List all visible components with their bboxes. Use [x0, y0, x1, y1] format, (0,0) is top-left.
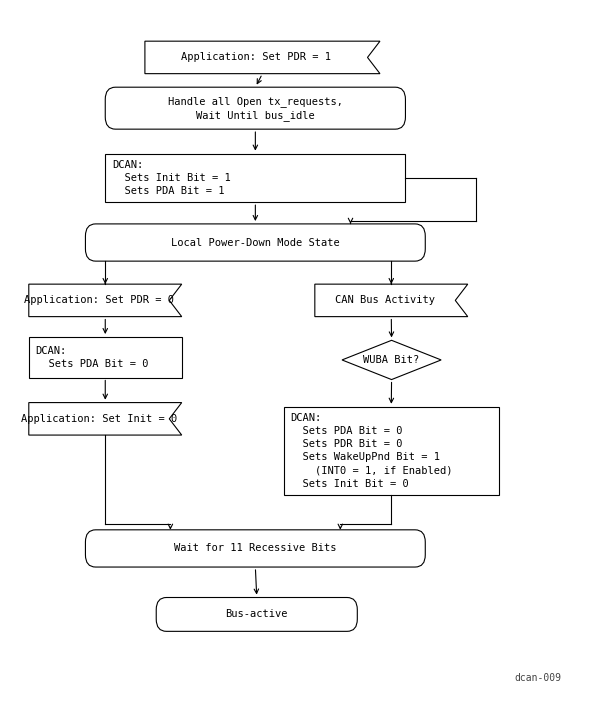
FancyBboxPatch shape: [156, 598, 358, 632]
Bar: [284, 407, 499, 495]
Text: DCAN:
  Sets PDA Bit = 0: DCAN: Sets PDA Bit = 0: [35, 345, 148, 369]
Text: WUBA Bit?: WUBA Bit?: [363, 355, 419, 365]
Text: CAN Bus Activity: CAN Bus Activity: [335, 295, 435, 305]
Text: Application: Set Init = 0: Application: Set Init = 0: [21, 414, 177, 424]
Polygon shape: [29, 284, 182, 317]
Text: Application: Set PDR = 0: Application: Set PDR = 0: [24, 295, 174, 305]
FancyBboxPatch shape: [105, 87, 405, 129]
Text: Application: Set PDR = 1: Application: Set PDR = 1: [181, 52, 331, 63]
Polygon shape: [145, 41, 380, 73]
Bar: [105, 154, 405, 202]
FancyBboxPatch shape: [86, 224, 425, 261]
Polygon shape: [29, 403, 182, 435]
Text: Local Power-Down Mode State: Local Power-Down Mode State: [171, 238, 340, 247]
Text: Wait for 11 Recessive Bits: Wait for 11 Recessive Bits: [174, 544, 337, 553]
FancyBboxPatch shape: [86, 530, 425, 567]
Text: dcan-009: dcan-009: [514, 673, 561, 682]
Text: Bus-active: Bus-active: [225, 609, 288, 620]
Polygon shape: [342, 341, 441, 379]
Text: DCAN:
  Sets Init Bit = 1
  Sets PDA Bit = 1: DCAN: Sets Init Bit = 1 Sets PDA Bit = 1: [112, 160, 231, 196]
Text: DCAN:
  Sets PDA Bit = 0
  Sets PDR Bit = 0
  Sets WakeUpPnd Bit = 1
    (INT0 =: DCAN: Sets PDA Bit = 0 Sets PDR Bit = 0 …: [290, 412, 453, 489]
Text: Handle all Open tx_requests,
Wait Until bus_idle: Handle all Open tx_requests, Wait Until …: [168, 96, 343, 121]
Bar: [29, 337, 182, 378]
Polygon shape: [315, 284, 468, 317]
